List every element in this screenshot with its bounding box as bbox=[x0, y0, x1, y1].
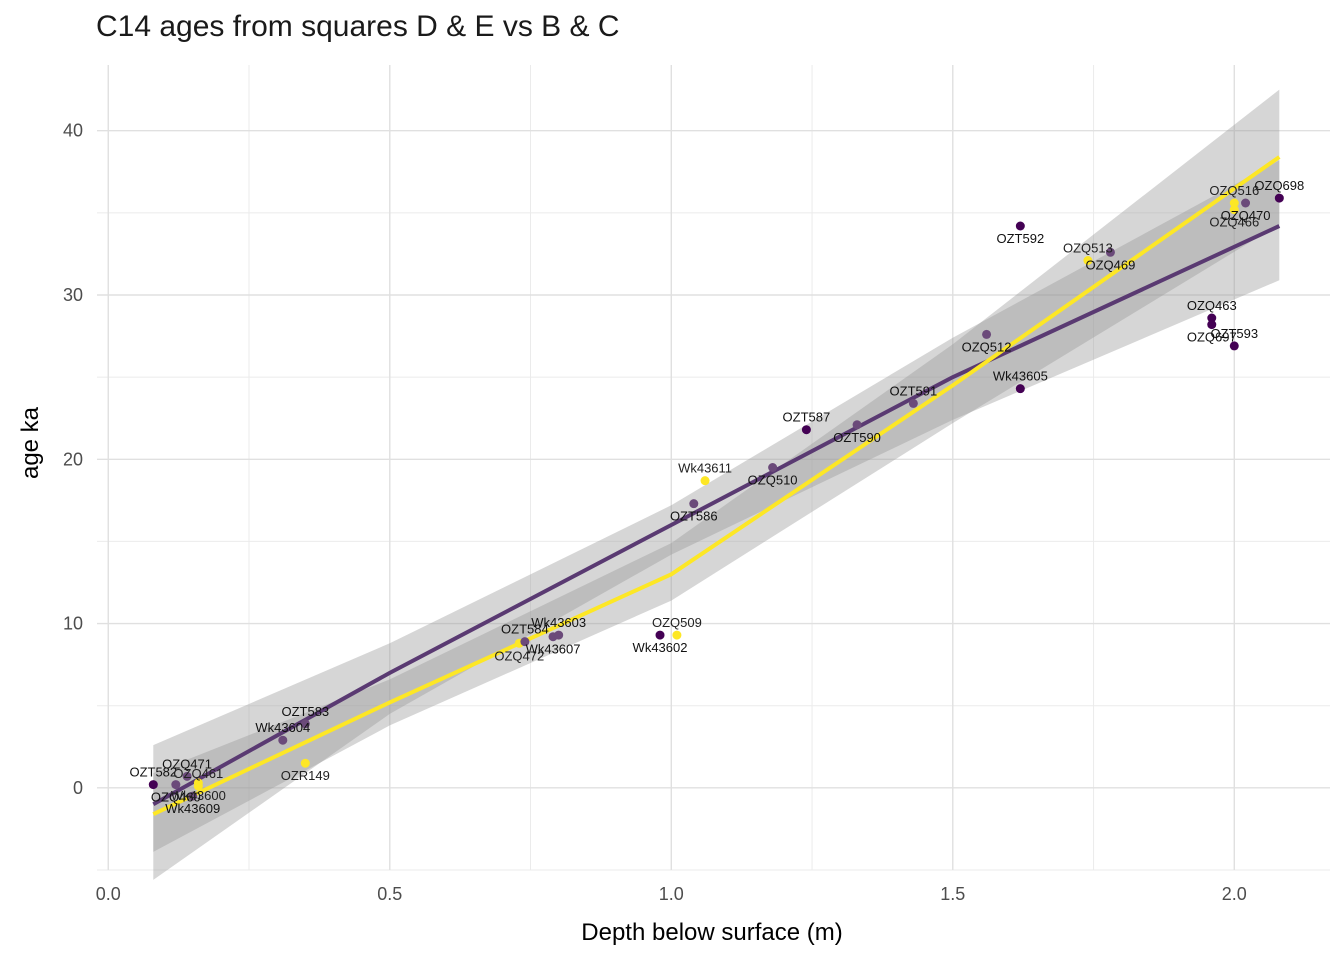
data-point bbox=[520, 637, 530, 647]
point-label: OZQ466 bbox=[1209, 215, 1259, 230]
x-tick-label: 1.5 bbox=[940, 884, 965, 904]
data-point bbox=[554, 630, 564, 640]
fit-line-2 bbox=[152, 155, 1281, 816]
data-point bbox=[300, 719, 310, 729]
point-label: OZR149 bbox=[281, 768, 330, 783]
data-point bbox=[982, 329, 992, 339]
y-tick-label: 30 bbox=[63, 285, 83, 305]
point-label: OZQ510 bbox=[748, 473, 798, 488]
data-point bbox=[148, 780, 158, 790]
data-point bbox=[188, 791, 198, 801]
point-label: OZQ697 bbox=[1187, 330, 1237, 345]
data-point bbox=[768, 463, 778, 472]
data-point bbox=[193, 781, 203, 791]
point-label: OZQ461 bbox=[173, 766, 223, 781]
data-point bbox=[1229, 198, 1239, 208]
y-tick-label: 20 bbox=[63, 449, 83, 469]
point-label: Wk43605 bbox=[993, 369, 1048, 384]
data-point bbox=[1229, 341, 1239, 351]
point-label: OZT593 bbox=[1210, 326, 1258, 341]
confidence-ribbons bbox=[153, 89, 1280, 880]
data-point bbox=[700, 476, 710, 486]
point-label: OZT591 bbox=[890, 383, 938, 398]
data-point bbox=[689, 499, 699, 509]
point-label: OZQ471 bbox=[162, 756, 212, 771]
point-label: OZQ513 bbox=[1063, 241, 1113, 256]
point-label: Wk43611 bbox=[678, 461, 732, 476]
point-label: Wk43600 bbox=[171, 788, 226, 803]
x-tick-label: 2.0 bbox=[1222, 884, 1247, 904]
data-point bbox=[672, 630, 682, 640]
point-label: Wk43604 bbox=[255, 720, 310, 735]
grid-lines bbox=[97, 65, 1330, 871]
point-label: OZT583 bbox=[281, 704, 329, 719]
point-label: OZT590 bbox=[833, 430, 881, 445]
data-point bbox=[1207, 313, 1217, 323]
x-tick-label: 0.5 bbox=[377, 884, 402, 904]
tick-labels: 0.0 0.5 1.0 1.5 2.0 0 10 20 30 40 bbox=[63, 121, 1247, 904]
data-point bbox=[801, 425, 811, 435]
data-point bbox=[1015, 221, 1025, 231]
point-label: OZT592 bbox=[996, 231, 1044, 246]
point-label: Wk43603 bbox=[531, 615, 586, 630]
point-label: OZQ516 bbox=[1209, 183, 1259, 198]
data-point bbox=[908, 398, 918, 408]
y-axis-title: age ka bbox=[17, 406, 44, 479]
point-label: OZQ460 bbox=[151, 790, 201, 805]
data-point bbox=[1105, 247, 1115, 257]
chart-title: C14 ages from squares D & E vs B & C bbox=[96, 10, 620, 43]
point-labels: OZT582 OZQ460 OZQ471 Wk43600 OZQ461 Wk43609 Wk… bbox=[129, 178, 1304, 816]
data-point bbox=[1015, 384, 1025, 394]
y-tick-label: 40 bbox=[63, 121, 83, 141]
point-label: OZQ509 bbox=[652, 615, 702, 630]
point-label: OZQ463 bbox=[1187, 298, 1237, 313]
point-label: Wk43607 bbox=[526, 642, 581, 657]
point-label: Wk43609 bbox=[165, 801, 220, 816]
confidence-ribbon-2 bbox=[153, 89, 1280, 852]
data-points bbox=[148, 193, 1284, 801]
data-point bbox=[1229, 205, 1239, 215]
data-point bbox=[852, 420, 862, 430]
data-point bbox=[278, 735, 288, 745]
point-label: OZT586 bbox=[670, 509, 718, 524]
data-point bbox=[1083, 256, 1093, 265]
point-label: OZQ470 bbox=[1221, 208, 1271, 223]
data-point bbox=[1274, 193, 1284, 203]
data-point bbox=[1207, 320, 1217, 330]
point-label: OZQ469 bbox=[1085, 257, 1135, 272]
x-tick-label: 0.0 bbox=[96, 884, 121, 904]
confidence-ribbon-1 bbox=[153, 160, 1280, 880]
fit-lines bbox=[152, 155, 1281, 816]
y-tick-label: 10 bbox=[63, 614, 83, 634]
x-axis-title: Depth below surface (m) bbox=[581, 919, 842, 946]
data-point bbox=[655, 630, 665, 640]
x-tick-label: 1.0 bbox=[659, 884, 684, 904]
y-tick-label: 0 bbox=[73, 778, 83, 798]
point-label: OZQ472 bbox=[494, 648, 544, 663]
fit-line-1 bbox=[152, 224, 1281, 807]
point-label: OZQ698 bbox=[1254, 178, 1304, 193]
point-label: Wk43602 bbox=[633, 640, 688, 655]
point-label: OZT584 bbox=[501, 622, 549, 637]
point-label: OZQ512 bbox=[962, 339, 1012, 354]
data-point bbox=[182, 771, 192, 781]
data-point bbox=[171, 780, 181, 790]
data-point bbox=[1241, 198, 1251, 208]
data-point bbox=[300, 758, 310, 768]
point-label: OZT587 bbox=[783, 410, 831, 425]
point-label: OZT582 bbox=[129, 765, 177, 780]
